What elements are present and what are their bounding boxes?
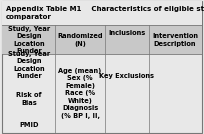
Text: Risk of
Bias: Risk of Bias [16, 92, 42, 106]
Text: Randomized
(N): Randomized (N) [57, 33, 103, 47]
Text: Study, Year
Design
Location
Funder: Study, Year Design Location Funder [8, 51, 50, 79]
Text: Inclusions: Inclusions [108, 30, 146, 36]
Text: Age (mean)
Sex (%
Female)
Race (%
White)
Diagnosis
(% BP I, II,: Age (mean) Sex (% Female) Race (% White)… [58, 68, 102, 119]
Bar [2, 25, 202, 54]
Text: Key Exclusions: Key Exclusions [100, 73, 154, 79]
Text: Intervention
Description: Intervention Description [152, 33, 198, 47]
Bar [2, 1, 202, 25]
Text: PMID: PMID [19, 122, 39, 128]
Text: Appendix Table M1    Characteristics of eligible studies: fam: Appendix Table M1 Characteristics of eli… [6, 6, 204, 12]
Text: Study, Year
Design
Location
Funder: Study, Year Design Location Funder [8, 26, 50, 54]
Text: comparator: comparator [6, 14, 52, 20]
